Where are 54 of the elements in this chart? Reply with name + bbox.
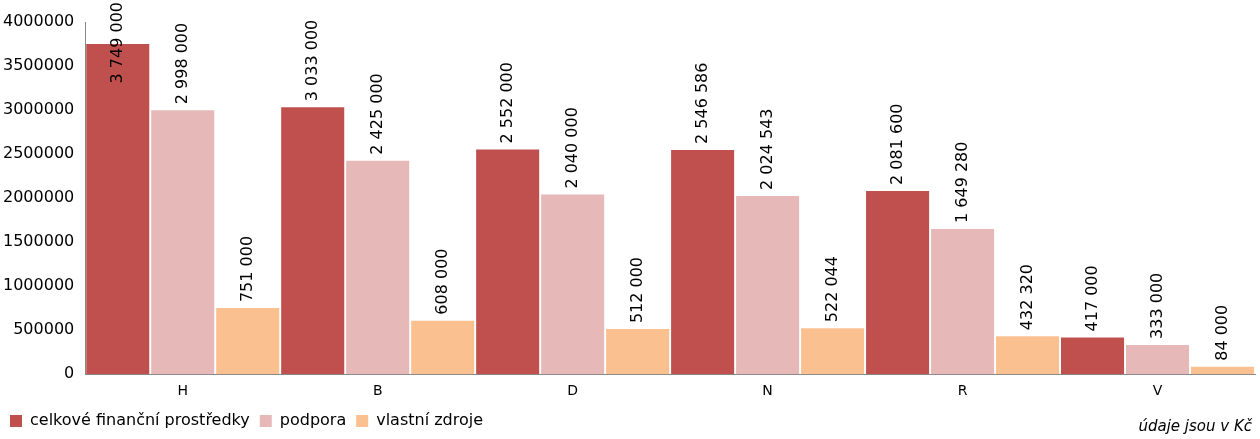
data-label: 2 081 600 (886, 103, 906, 185)
bar (801, 328, 865, 375)
data-label: 2 024 543 (756, 108, 776, 190)
bar (1061, 337, 1125, 375)
legend-label: celkové finanční prostředky (30, 410, 250, 430)
data-label: 417 000 (1081, 265, 1101, 332)
data-label: 2 040 000 (561, 107, 581, 189)
bar (476, 149, 540, 375)
data-label: 2 552 000 (496, 62, 516, 144)
text: údaje jsou v Kč (1138, 417, 1252, 435)
bar (281, 107, 345, 375)
bar (541, 194, 605, 375)
x-tick-label: V (1152, 382, 1163, 399)
y-tick-label: 4000000 (2, 11, 75, 31)
bar (736, 195, 800, 375)
data-label: 1 649 280 (951, 141, 971, 223)
data-label: 751 000 (236, 235, 256, 303)
data-label: 2 998 000 (171, 22, 191, 105)
data-label: 3 749 000 (106, 1, 126, 84)
y-tick-label: 2000000 (2, 187, 75, 207)
data-label: 2 546 586 (691, 62, 711, 144)
bar (671, 149, 735, 375)
x-tick-label: R (957, 382, 968, 399)
y-tick-label: 1500000 (2, 231, 75, 251)
data-label: 432 320 (1016, 263, 1036, 331)
bar (606, 329, 670, 375)
x-tick-label: H (177, 382, 188, 399)
bar (151, 110, 215, 375)
x-tick-label: B (372, 382, 383, 399)
bar (996, 336, 1060, 375)
bar (1126, 344, 1190, 375)
y-tick-label: 500000 (13, 319, 75, 339)
y-tick-label: 3500000 (2, 55, 75, 75)
data-label: 512 000 (626, 256, 646, 324)
bar (1190, 366, 1255, 375)
data-label: 333 000 (1146, 272, 1166, 339)
data-label: 608 000 (431, 248, 451, 315)
x-tick-label: N (762, 382, 773, 399)
bar (216, 308, 280, 375)
data-label: 84 000 (1211, 304, 1231, 361)
y-tick-label: 0 (64, 363, 75, 383)
bar (931, 228, 995, 375)
x-tick-label: D (567, 382, 579, 399)
y-tick-label: 1000000 (2, 275, 75, 295)
bar (411, 320, 475, 375)
y-tick-label: 2500000 (2, 143, 75, 163)
data-label: 3 033 000 (301, 19, 321, 102)
data-label: 2 425 000 (366, 73, 386, 155)
bar (346, 160, 410, 375)
legend-label: vlastní zdroje (376, 410, 484, 430)
y-tick-label: 3000000 (2, 99, 75, 119)
legend-label: podpora (279, 410, 347, 430)
data-label: 522 044 (821, 256, 841, 323)
bar (866, 190, 930, 375)
